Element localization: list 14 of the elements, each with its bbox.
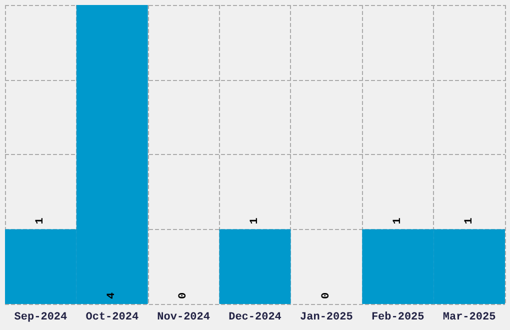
data-label: 1 [392, 217, 404, 224]
x-tick-label: Sep-2024 [14, 312, 68, 324]
data-label: 0 [178, 292, 190, 299]
data-label: 0 [320, 292, 332, 299]
data-label: 1 [34, 217, 47, 224]
data-label: 4 [106, 292, 118, 299]
x-tick-label: Mar-2025 [442, 312, 496, 324]
x-tick-label: Feb-2025 [371, 312, 425, 324]
x-tick-label: Dec-2024 [228, 312, 282, 324]
x-tick-label: Oct-2024 [86, 312, 139, 324]
data-label: 1 [463, 217, 476, 224]
x-tick-label: Nov-2024 [157, 312, 210, 324]
data-label: 1 [249, 217, 261, 224]
x-tick-label: Jan-2025 [300, 312, 354, 324]
